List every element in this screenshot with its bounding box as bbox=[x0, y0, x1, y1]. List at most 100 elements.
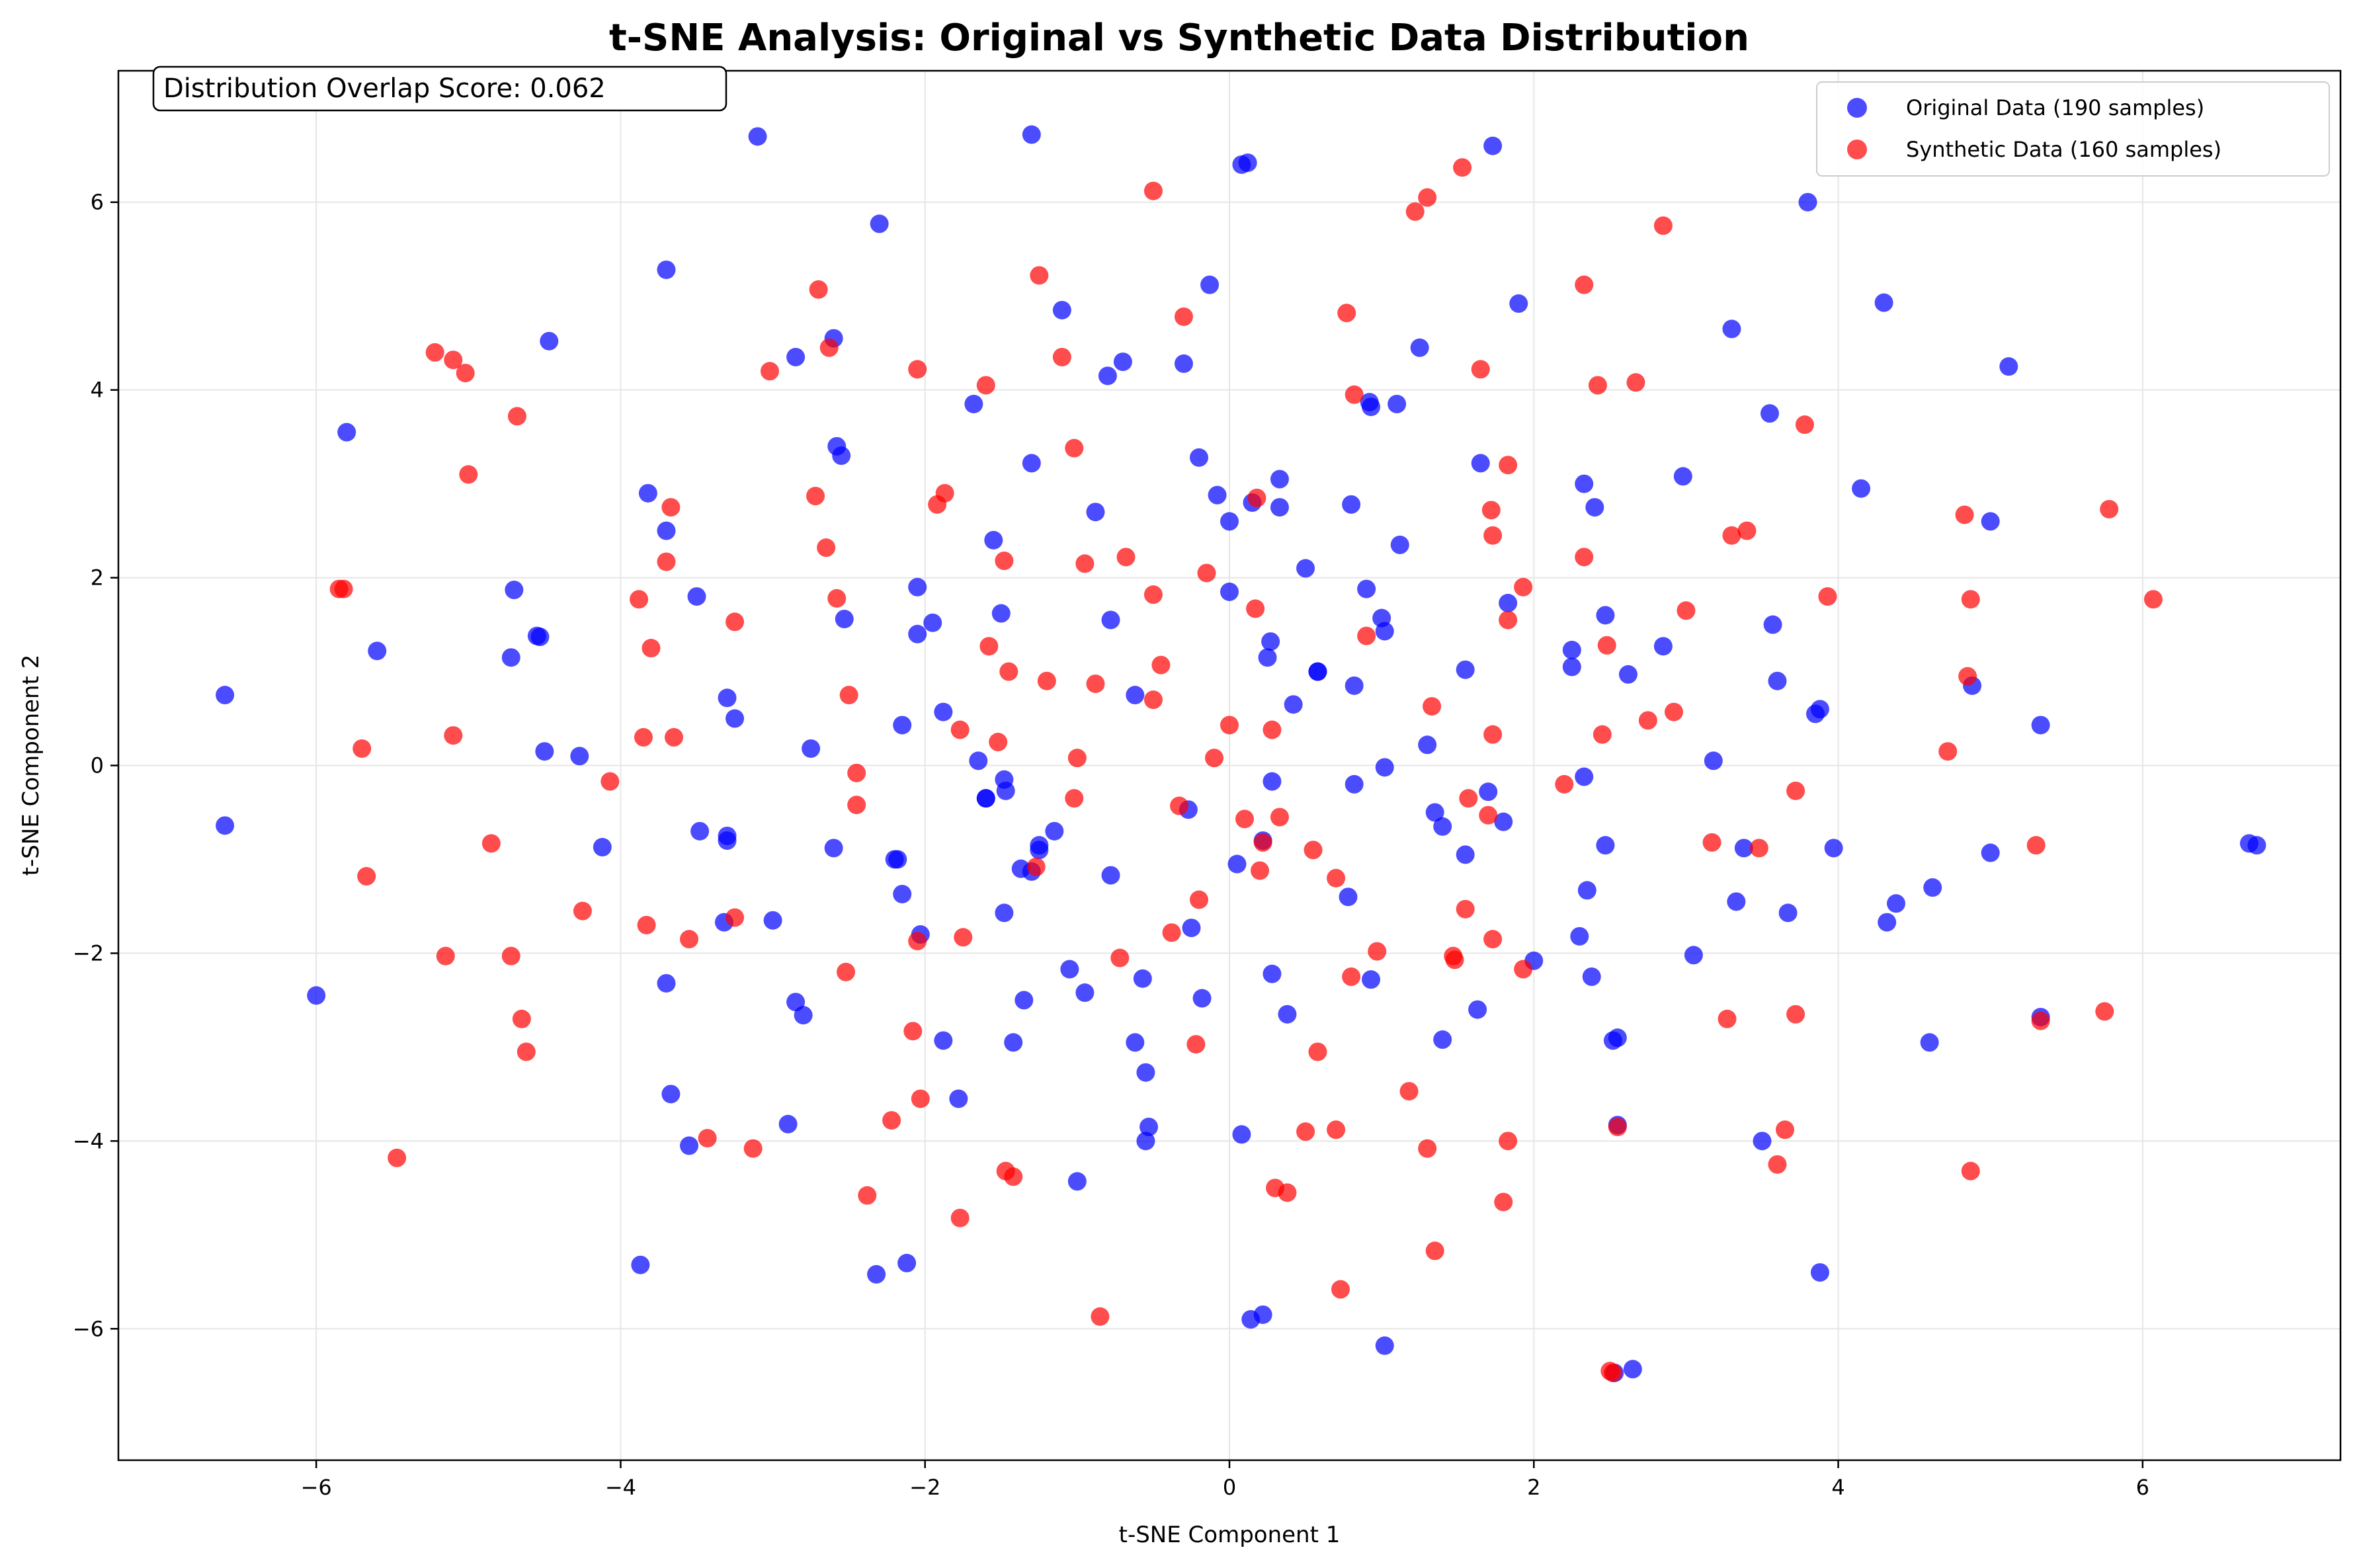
synthetic-data-point bbox=[1653, 216, 1673, 235]
synthetic-data-point bbox=[1065, 789, 1084, 808]
synthetic-data-point bbox=[1514, 960, 1533, 979]
legend: Original Data (190 samples) Synthetic Da… bbox=[1816, 81, 2330, 177]
synthetic-data-point bbox=[1499, 456, 1518, 475]
original-data-point bbox=[368, 641, 387, 661]
synthetic-data-point bbox=[725, 908, 745, 927]
synthetic-data-point bbox=[1445, 950, 1464, 970]
original-data-point bbox=[1433, 1030, 1452, 1050]
synthetic-data-point bbox=[444, 351, 463, 370]
synthetic-data-point bbox=[1143, 585, 1163, 604]
original-data-point bbox=[1270, 498, 1289, 517]
original-data-point bbox=[1499, 593, 1518, 612]
original-data-point bbox=[1075, 983, 1095, 1003]
synthetic-data-point bbox=[665, 727, 683, 747]
synthetic-data-point bbox=[809, 280, 828, 299]
synthetic-data-point bbox=[425, 343, 444, 362]
synthetic-data-point bbox=[1499, 610, 1518, 630]
synthetic-data-point bbox=[827, 589, 847, 608]
synthetic-data-point bbox=[481, 834, 501, 853]
original-data-point bbox=[1101, 610, 1120, 630]
synthetic-data-point bbox=[1143, 181, 1163, 200]
synthetic-data-point bbox=[698, 1129, 717, 1148]
synthetic-data-point bbox=[1143, 690, 1163, 710]
original-data-point bbox=[1200, 275, 1220, 294]
original-data-point bbox=[1753, 1132, 1772, 1151]
axis-ticks: −6 −4 −2 0 2 4 6 −6 −4 −2 0 2 4 6 bbox=[73, 190, 2149, 1500]
original-data-point bbox=[964, 394, 983, 413]
original-data-point bbox=[1342, 495, 1361, 514]
synthetic-data-point bbox=[1677, 601, 1696, 620]
original-data-point bbox=[1113, 352, 1132, 372]
x-tick-label: −6 bbox=[301, 1475, 332, 1500]
legend-marker-original bbox=[1847, 98, 1867, 118]
y-tick-label: 4 bbox=[91, 378, 104, 403]
synthetic-data-point bbox=[1961, 590, 1980, 609]
x-tick-label: 4 bbox=[1831, 1475, 1844, 1500]
y-axis-label: t-SNE Component 2 bbox=[18, 655, 44, 876]
original-data-point bbox=[1086, 503, 1105, 522]
original-data-point bbox=[835, 610, 854, 629]
original-data-point bbox=[934, 1031, 953, 1050]
synthetic-data-point bbox=[858, 1186, 877, 1205]
synthetic-data-point bbox=[1718, 1009, 1737, 1028]
synthetic-data-point bbox=[1110, 948, 1130, 968]
original-data-point bbox=[1296, 559, 1315, 578]
synthetic-data-point bbox=[1253, 833, 1272, 852]
synthetic-data-point bbox=[989, 733, 1008, 752]
original-data-point bbox=[2031, 716, 2050, 735]
synthetic-data-point bbox=[1235, 809, 1255, 829]
synthetic-data-point bbox=[1514, 577, 1533, 597]
original-data-point bbox=[337, 423, 356, 442]
original-data-point bbox=[216, 816, 235, 835]
original-data-point bbox=[1220, 512, 1239, 531]
synthetic-data-point bbox=[911, 1089, 930, 1108]
synthetic-data-point bbox=[1483, 725, 1503, 744]
x-tick-label: 2 bbox=[1527, 1475, 1540, 1500]
original-data-point bbox=[1375, 1336, 1394, 1355]
original-data-point bbox=[1126, 1033, 1145, 1052]
synthetic-data-point bbox=[459, 465, 478, 484]
original-data-point bbox=[832, 446, 851, 466]
original-data-point bbox=[996, 781, 1015, 800]
original-data-point bbox=[535, 742, 554, 761]
original-data-point bbox=[1623, 1360, 1642, 1379]
synthetic-data-point bbox=[908, 931, 927, 950]
synthetic-data-point bbox=[507, 407, 526, 426]
synthetic-data-point bbox=[979, 637, 999, 656]
synthetic-data-point bbox=[501, 946, 520, 966]
synthetic-data-point bbox=[1162, 923, 1181, 942]
synthetic-data-point bbox=[657, 552, 676, 571]
synthetic-data-point bbox=[1608, 1118, 1627, 1137]
original-data-point bbox=[1238, 153, 1257, 173]
synthetic-data-point bbox=[680, 930, 699, 949]
synthetic-data-point bbox=[837, 962, 856, 981]
synthetic-data-point bbox=[1418, 1139, 1437, 1158]
original-data-point bbox=[824, 839, 843, 858]
synthetic-data-point bbox=[630, 590, 649, 609]
original-data-point bbox=[1596, 836, 1615, 855]
original-data-point bbox=[1878, 913, 1897, 932]
original-data-point bbox=[1263, 772, 1282, 791]
synthetic-data-point bbox=[2026, 836, 2046, 855]
original-data-point bbox=[763, 911, 782, 930]
original-data-point bbox=[501, 648, 520, 667]
original-data-point bbox=[1410, 338, 1429, 357]
original-data-point bbox=[949, 1089, 968, 1108]
synthetic-data-point bbox=[1555, 774, 1574, 794]
original-data-point bbox=[1810, 700, 1829, 719]
synthetic-data-point bbox=[1418, 188, 1437, 207]
original-data-point bbox=[1362, 397, 1381, 417]
original-data-point bbox=[893, 884, 912, 903]
synthetic-data-point bbox=[444, 726, 463, 745]
synthetic-data-point bbox=[1483, 526, 1503, 545]
original-data-point bbox=[1232, 1125, 1251, 1144]
synthetic-data-point bbox=[1030, 266, 1049, 285]
synthetic-data-point bbox=[1037, 671, 1056, 690]
original-data-point bbox=[1509, 294, 1528, 313]
original-data-point bbox=[893, 716, 912, 735]
original-data-point bbox=[1433, 817, 1452, 836]
synthetic-data-point bbox=[817, 538, 836, 557]
synthetic-data-point bbox=[512, 1009, 531, 1028]
synthetic-data-point bbox=[1327, 868, 1346, 887]
synthetic-data-point bbox=[642, 639, 661, 658]
